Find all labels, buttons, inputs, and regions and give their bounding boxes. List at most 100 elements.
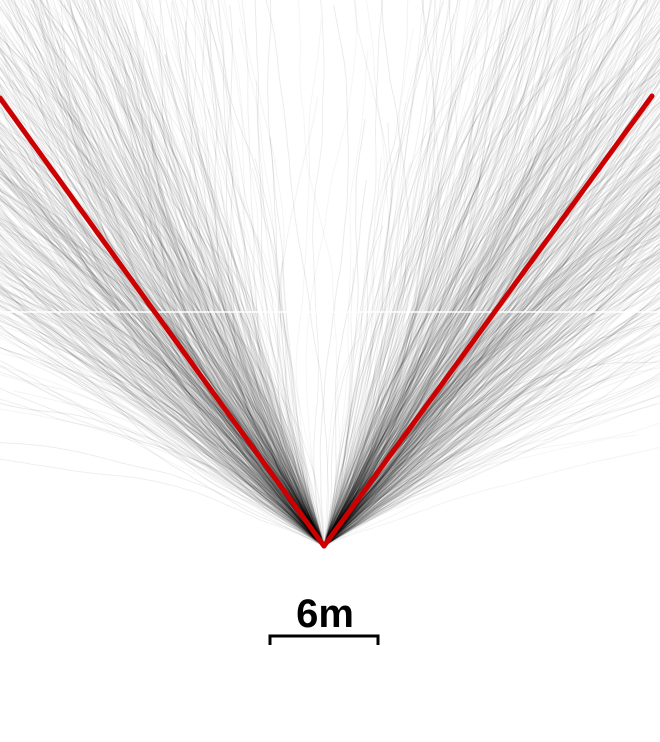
trajectory-trace	[180, 0, 325, 547]
trajectory-trace	[323, 180, 660, 547]
trajectory-trace	[323, 0, 512, 547]
trajectory-trace	[102, 368, 325, 547]
trajectory-trace	[323, 266, 660, 547]
trajectory-trace	[80, 158, 325, 547]
trajectory-trace	[81, 0, 325, 547]
trajectory-trace	[295, 18, 325, 547]
trajectory-trace	[105, 284, 325, 547]
trajectory-trace	[0, 244, 325, 547]
trajectory-trace	[323, 288, 583, 547]
trajectory-trace	[323, 154, 660, 547]
trajectory-trace	[62, 114, 325, 547]
trajectory-trace	[323, 193, 529, 547]
trajectory-trace	[0, 408, 325, 547]
trajectory-trace	[0, 172, 325, 547]
trajectory-trace	[0, 5, 325, 547]
trajectory-trace	[0, 325, 325, 547]
trajectory-trace	[256, 235, 325, 547]
trajectory-trace	[0, 266, 325, 547]
trajectory-trace	[140, 0, 325, 547]
trajectory-trace	[323, 113, 554, 547]
trajectory-trace	[46, 0, 325, 547]
trajectory-trace	[0, 314, 325, 547]
trajectory-trace	[0, 237, 325, 547]
trajectory-trace	[206, 19, 325, 547]
trajectory-trace	[323, 323, 660, 547]
trajectory-trace	[323, 0, 660, 547]
trajectory-trace	[135, 107, 325, 547]
trajectory-trace	[154, 110, 325, 547]
trajectory-trace	[157, 316, 325, 547]
trajectory-trace	[323, 154, 660, 547]
trajectory-trace	[164, 54, 325, 547]
trajectory-trace	[0, 290, 325, 547]
trajectory-trace	[0, 290, 325, 547]
trajectory-trace	[123, 0, 325, 547]
trajectory-trace	[323, 101, 660, 547]
trajectory-trace	[323, 240, 589, 547]
trajectory-trace	[323, 0, 450, 547]
trajectory-trace	[0, 260, 325, 547]
trajectory-trace	[128, 104, 325, 547]
trajectory-trace	[323, 114, 608, 547]
trajectory-trace	[0, 274, 325, 547]
trajectory-trace	[323, 183, 509, 547]
trajectory-trace	[142, 147, 325, 547]
trajectory-trace	[115, 20, 325, 547]
trajectory-trace	[323, 422, 660, 547]
trajectory-trace	[0, 47, 325, 547]
trajectory-trace	[323, 82, 633, 547]
left-mean-direction-line	[0, 95, 327, 549]
trajectory-trace	[0, 144, 325, 547]
trajectory-trace	[323, 275, 660, 547]
trajectory-trace	[0, 67, 325, 547]
trajectory-trace	[323, 291, 660, 547]
trajectory-trace	[323, 51, 660, 547]
trajectory-trace	[323, 291, 660, 547]
trajectory-trace	[323, 211, 660, 547]
trajectory-trace	[323, 0, 564, 547]
trajectory-trace	[323, 240, 660, 547]
trajectory-trace	[0, 215, 325, 547]
trajectory-trace	[323, 168, 660, 547]
trajectory-trace	[86, 66, 325, 547]
trajectory-trace	[323, 0, 553, 547]
trajectory-trace	[108, 124, 325, 547]
trajectory-trace	[0, 387, 325, 547]
trajectory-trace	[323, 0, 594, 547]
trajectory-trace	[0, 7, 325, 547]
trajectory-trace	[323, 235, 660, 547]
trajectory-trace	[123, 26, 325, 547]
trajectory-trace	[0, 243, 325, 547]
trajectory-trace	[323, 111, 660, 547]
trajectory-trace	[31, 0, 325, 547]
trajectory-trace	[323, 173, 660, 547]
trajectory-trace	[131, 0, 325, 547]
trajectory-trace	[63, 4, 325, 547]
trajectory-trace	[114, 0, 325, 547]
trajectory-trace	[323, 0, 560, 547]
trajectory-trace	[0, 278, 325, 547]
trajectory-trace	[203, 0, 325, 547]
trajectory-trace	[0, 282, 325, 547]
trajectory-trace	[0, 92, 325, 547]
trajectory-trace	[323, 302, 572, 547]
trajectory-trace	[323, 214, 660, 547]
trajectory-trace	[0, 286, 325, 547]
trajectory-trace	[12, 79, 325, 547]
trajectory-trace	[323, 58, 660, 547]
trajectory-trace	[323, 0, 537, 547]
trajectory-trace	[0, 208, 325, 547]
trajectory-trace	[177, 237, 325, 547]
trajectory-trace	[0, 286, 325, 547]
trajectory-trace	[323, 48, 580, 547]
trajectory-trace	[0, 48, 325, 547]
trajectory-trace	[189, 0, 325, 547]
trajectory-trace	[323, 192, 660, 547]
trajectory-trace	[323, 108, 572, 547]
trajectory-trace	[323, 0, 505, 547]
trajectory-trace	[238, 27, 325, 547]
trajectory-trace	[323, 71, 613, 547]
trajectory-trace	[323, 371, 558, 547]
trajectory-trace	[68, 0, 325, 547]
